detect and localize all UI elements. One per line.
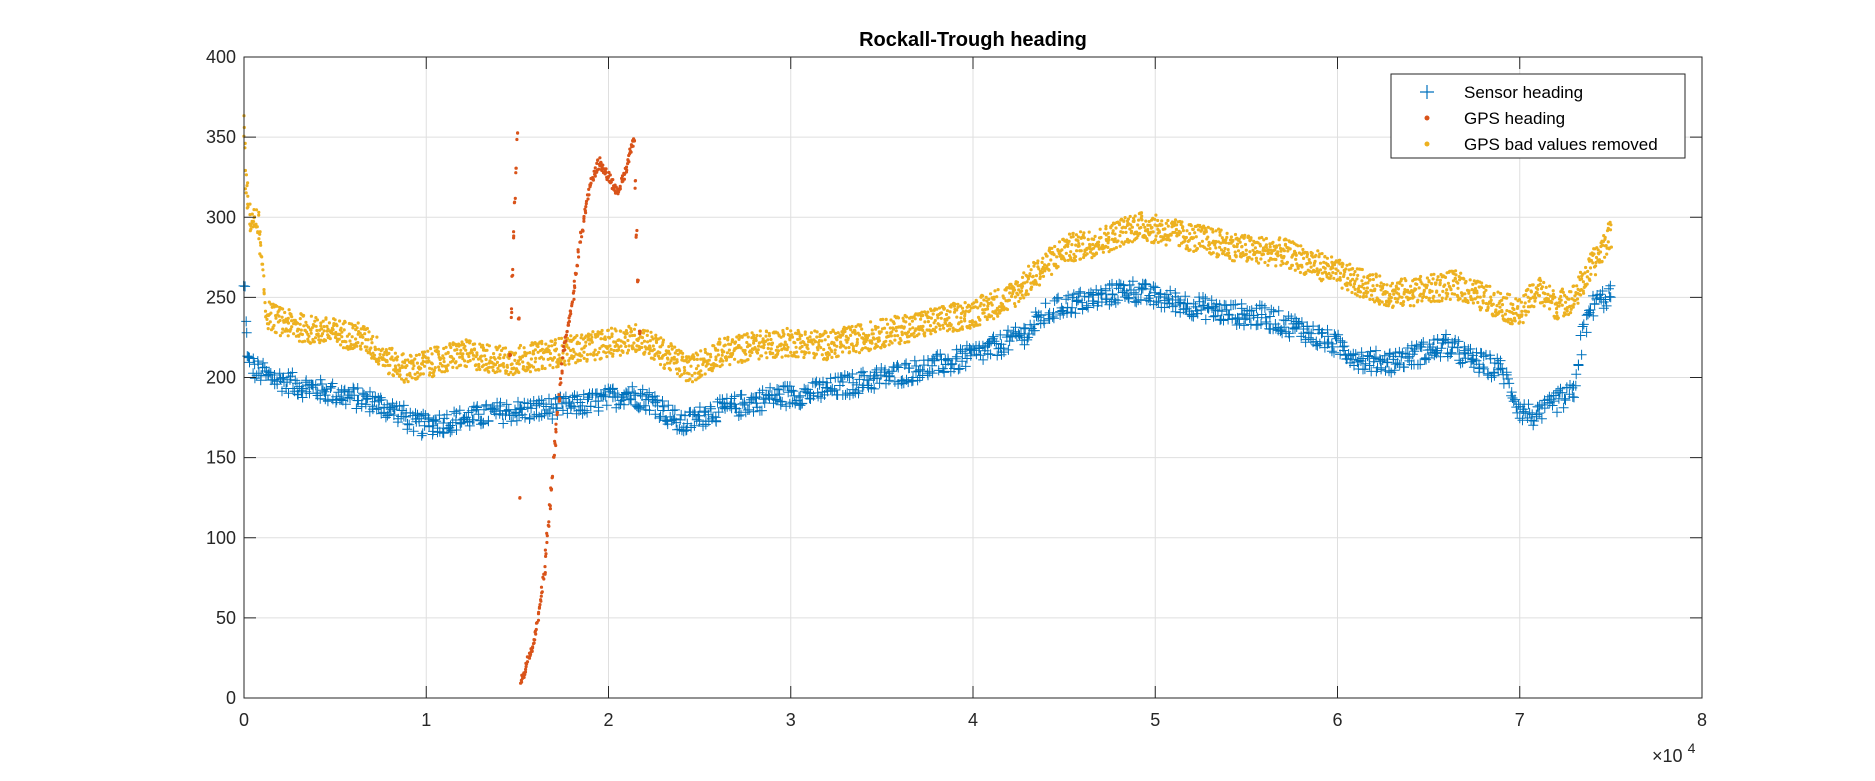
y-tick-label: 400 [206,47,236,67]
x-tick-label: 4 [968,710,978,730]
x-tick-label: 8 [1697,710,1707,730]
x-tick-label: 3 [786,710,796,730]
legend-box [1390,73,1686,159]
x-tick-label: 6 [1332,710,1342,730]
ticks [243,56,1703,699]
legend-label: GPS heading [1464,109,1565,128]
legend[interactable]: Sensor heading GPS heading GPS bad values … [1390,73,1686,159]
y-tick-label: 100 [206,528,236,548]
y-tick-label: 200 [206,368,236,388]
y-tick-label: 150 [206,448,236,468]
series-points [242,114,1613,384]
legend-items: Sensor heading GPS heading GPS bad values … [1420,83,1658,154]
y-tick-label: 250 [206,287,236,307]
y-tick-label: 0 [226,688,236,708]
chart-title: Rockall-Trough heading [859,29,1087,51]
y-tick-label: 50 [216,608,236,628]
series-2 [242,114,1613,384]
tick-labels: 0 1 2 3 4 5 6 7 8 0 50 100 150 200 250 300 350 400 [206,47,1707,730]
x-tick-label: 5 [1150,710,1160,730]
y-tick-label: 350 [206,127,236,147]
x-exponent-label: ×10 4 [1652,740,1696,766]
legend-marker-dot [1424,115,1430,121]
x-tick-label: 0 [239,710,249,730]
x-tick-label: 2 [603,710,613,730]
x-exponent-power: 4 [1688,740,1696,756]
legend-marker-plus [1420,85,1434,99]
x-tick-label: 1 [421,710,431,730]
legend-label: GPS bad values removed [1464,135,1658,154]
legend-label: Sensor heading [1464,83,1583,102]
x-tick-label: 7 [1515,710,1525,730]
x-exponent-base: ×10 [1652,746,1683,766]
legend-marker-dot [1424,141,1430,147]
y-tick-label: 300 [206,207,236,227]
